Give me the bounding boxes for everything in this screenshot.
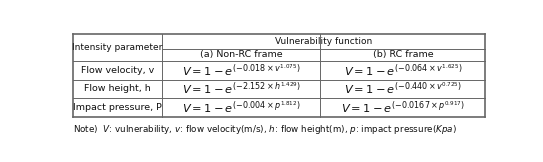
Text: Note)  $V$: vulnerability, $v$: flow velocity(m/s), $h$: flow height(m), $p$: im: Note) $V$: vulnerability, $v$: flow velo… [73,123,457,136]
Text: Intensity parameter: Intensity parameter [72,43,162,52]
Text: $V=1-e^{(-0.004\times p^{1.812})}$: $V=1-e^{(-0.004\times p^{1.812})}$ [182,100,300,115]
Text: (b) RC frame: (b) RC frame [372,50,433,59]
Text: $V=1-e^{(-0.440\times v^{0.725})}$: $V=1-e^{(-0.440\times v^{0.725})}$ [344,81,462,97]
Text: $V=1-e^{(-0.018\times v^{1.075})}$: $V=1-e^{(-0.018\times v^{1.075})}$ [182,63,300,78]
Text: $V=1-e^{(-0.064\times v^{1.625})}$: $V=1-e^{(-0.064\times v^{1.625})}$ [344,63,462,78]
Text: Impact pressure, P: Impact pressure, P [73,103,162,112]
Text: (a) Non-RC frame: (a) Non-RC frame [200,50,282,59]
Text: $V=1-e^{(-0.0167\times p^{0.917})}$: $V=1-e^{(-0.0167\times p^{0.917})}$ [341,100,465,115]
Text: $V=1-e^{(-2.152\times h^{1.429})}$: $V=1-e^{(-2.152\times h^{1.429})}$ [181,81,300,97]
Text: Flow height, h: Flow height, h [84,84,150,93]
Text: Vulnerability function: Vulnerability function [275,37,372,46]
Text: Flow velocity, v: Flow velocity, v [80,66,154,75]
